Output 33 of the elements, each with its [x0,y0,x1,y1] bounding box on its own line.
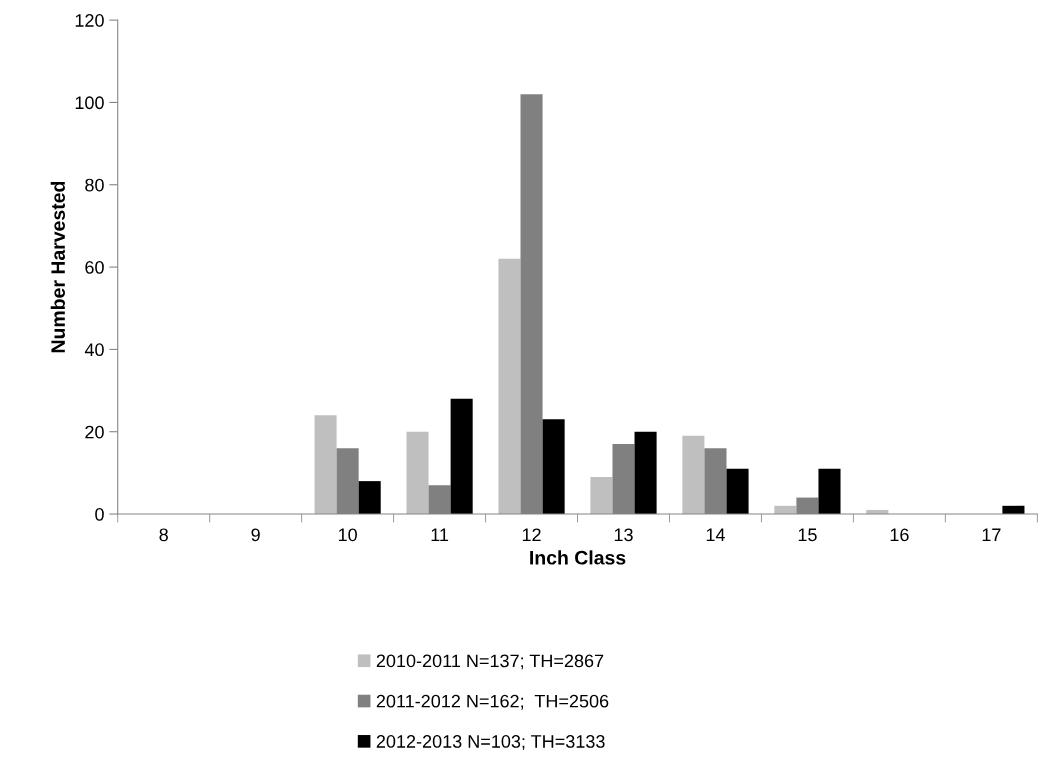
bar [818,468,841,515]
y-tick-label: 100 [75,96,104,110]
y-tick-label: 20 [85,425,104,439]
bar [682,435,705,515]
bar [498,258,521,515]
x-tick-label: 10 [338,528,357,542]
y-tick-label: 80 [85,178,104,192]
y-axis-title: Number Harvested [50,181,65,353]
legend-label: 2012-2013 N=103; TH=3133 [376,735,605,750]
bar [406,431,429,515]
y-tick-label: 0 [95,507,104,521]
x-tick-label: 15 [798,528,817,542]
x-tick-label: 12 [522,528,541,542]
x-tick-label: 11 [431,528,449,542]
x-tick-label: 16 [890,528,909,542]
x-axis-title: Inch Class [530,550,626,565]
x-tick-label: 14 [706,528,725,542]
bar [590,477,613,515]
bar [314,415,337,515]
y-tick-label: 120 [75,14,104,27]
bar [450,398,473,515]
y-tick-label: 60 [85,261,104,274]
bar [634,431,657,515]
bar [542,419,565,515]
bar [358,481,381,515]
x-tick-label: 17 [982,528,1001,542]
x-tick-label: 9 [251,528,260,542]
x-tick-label: 13 [614,528,633,542]
x-tick-label: 8 [159,528,168,542]
legend-label: 2010-2011 N=137; TH=2867 [376,654,604,670]
y-tick-label: 40 [84,343,104,357]
legend-label: 2011-2012 N=162; TH=2506 [376,694,609,710]
bar [726,468,749,515]
